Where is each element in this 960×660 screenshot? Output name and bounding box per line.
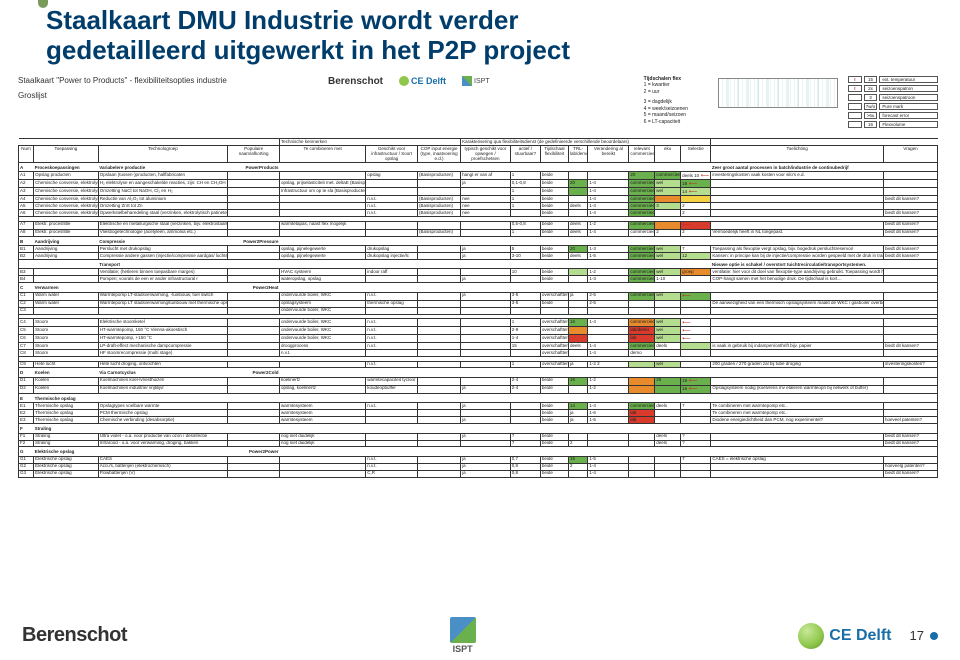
mini-chart — [718, 78, 838, 108]
title-line2: gedetailleerd uitgewerkt in het P2P proj… — [46, 35, 570, 65]
slide-footer: Berenschot ISPT CE Delft 17 — [0, 617, 960, 654]
sheet-title: Staalkaart "Power to Products" - flexibi… — [18, 76, 278, 85]
title-line1: Staalkaart DMU Industrie wordt verder — [46, 5, 518, 35]
page-number: 17 — [910, 628, 924, 643]
page-dot — [930, 632, 938, 640]
logo-berenschot: Berenschot — [22, 624, 127, 647]
mini-legend-boxes: !15ext. temperatuur!2xseizoenspatron3sei… — [848, 76, 938, 130]
time-scale-legend: Tijdschalen flex 1 = kwartier 2 = uur 3 … — [644, 76, 688, 126]
spreadsheet-area: Staalkaart "Power to Products" - flexibi… — [18, 76, 938, 606]
logo-ce-delft: CE Delft — [798, 623, 891, 649]
header-logos: Berenschot CE Delft ISPT — [328, 76, 490, 87]
slide-title: Staalkaart DMU Industrie wordt verder ge… — [46, 6, 942, 66]
main-data-grid: Technische kenmerkenKarakterisering qua … — [18, 138, 938, 478]
logo-ispt: ISPT — [450, 617, 476, 654]
logo-ce-small: CE Delft — [399, 76, 446, 86]
sheet-subtitle: Groslijst — [18, 91, 278, 100]
logo-ispt-small: ISPT — [462, 76, 490, 86]
logo-berenschot-small: Berenschot — [328, 76, 383, 87]
